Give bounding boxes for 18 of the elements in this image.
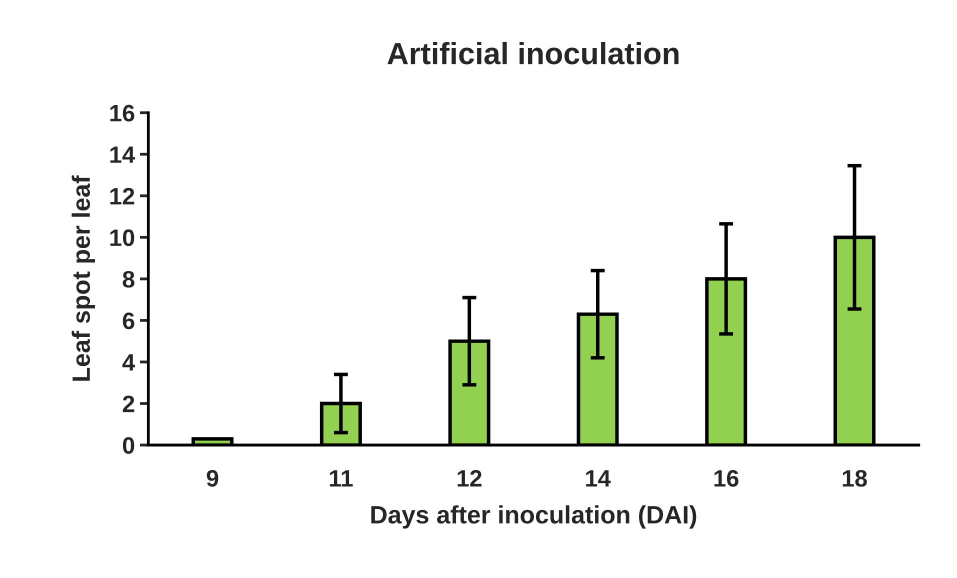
y-tick-label: 2 xyxy=(122,396,134,412)
y-tick-label: 14 xyxy=(110,146,136,163)
x-tick-label: 18 xyxy=(842,470,867,487)
y-tick-label: 16 xyxy=(110,104,134,122)
x-tick-label: 11 xyxy=(330,470,353,486)
y-tick-label: 0 xyxy=(122,437,134,454)
y-tick-label: 6 xyxy=(122,312,134,330)
y-tick-label: 4 xyxy=(122,354,136,371)
x-tick-label: 14 xyxy=(586,470,611,486)
y-tick-label: 8 xyxy=(122,270,134,288)
chart-title: Artificial inoculation xyxy=(387,42,678,64)
x-tick-label: 12 xyxy=(458,470,482,486)
x-tick-label: 16 xyxy=(714,470,738,487)
y-tick-label: 10 xyxy=(110,229,134,246)
y-axis-title: Leaf spot per leaf xyxy=(72,175,95,381)
x-axis-title: Days after inoculation (DAI) xyxy=(371,505,696,529)
x-tick-label: 9 xyxy=(206,470,218,487)
y-tick-label: 12 xyxy=(110,188,134,204)
